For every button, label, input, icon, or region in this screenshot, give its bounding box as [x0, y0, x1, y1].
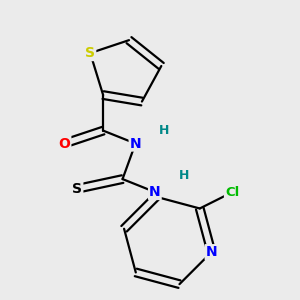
Text: N: N — [130, 136, 141, 151]
Text: S: S — [85, 46, 95, 60]
Text: H: H — [159, 124, 170, 137]
Text: H: H — [179, 169, 189, 182]
Text: O: O — [58, 136, 70, 151]
Text: N: N — [149, 185, 161, 199]
Text: N: N — [206, 245, 217, 259]
Text: S: S — [72, 182, 82, 196]
Text: Cl: Cl — [225, 186, 239, 199]
